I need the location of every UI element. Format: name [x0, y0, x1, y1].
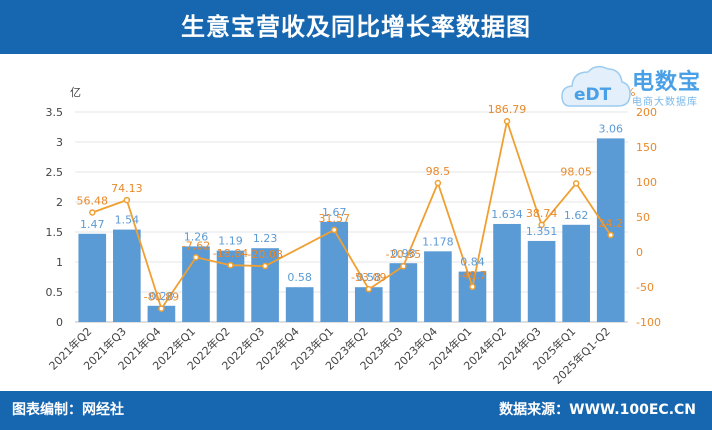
growth-point	[123, 196, 131, 204]
y-left-tick-label: 3	[56, 136, 63, 149]
growth-point	[192, 254, 200, 261]
growth-point	[365, 285, 373, 293]
bar	[354, 287, 383, 322]
growth-point	[400, 262, 407, 270]
combo-chart: 00.511.522.533.5亿-100-50050100150200%1.4…	[46, 86, 661, 387]
footer-source: 数据来源：WWW.100EC.CN	[499, 402, 696, 418]
growth-point	[89, 209, 96, 216]
y-right-tick-label: -100	[636, 316, 661, 329]
line-data-label: 74.13	[111, 182, 143, 195]
bar	[493, 223, 521, 322]
bar-data-label: 3.06	[598, 122, 623, 135]
bar-data-label: 1.47	[80, 218, 105, 231]
bar	[458, 271, 487, 322]
bar-data-label: 1.62	[564, 209, 589, 222]
growth-point	[261, 262, 269, 270]
y-left-tick-label: 0.5	[46, 286, 64, 299]
logo-mark: eDT	[574, 85, 612, 105]
bar-data-label: 1.23	[253, 232, 278, 245]
line-data-label: -20.08	[247, 248, 282, 261]
y-right-tick-label: 200	[636, 106, 657, 119]
y-left-tick-label: 2	[56, 196, 63, 209]
bar	[216, 250, 245, 322]
growth-point	[158, 305, 165, 312]
line-data-label: 186.79	[488, 103, 527, 116]
line-data-label: 98.05	[560, 165, 592, 178]
bar-data-label: 1.178	[422, 235, 454, 248]
y-left-tick-label: 1	[56, 256, 63, 269]
bar	[113, 229, 141, 322]
footer-credit: 图表编制：网经社	[12, 402, 124, 418]
bar	[78, 233, 107, 322]
line-data-label: -53.09	[351, 271, 386, 284]
footer-bar: 图表编制：网经社 数据来源：WWW.100EC.CN	[0, 391, 712, 430]
y-left-tick-label: 0	[56, 316, 63, 329]
page-title: 生意宝营收及同比增长率数据图	[181, 13, 531, 41]
bar-data-label: 1.19	[218, 235, 243, 248]
bar	[320, 221, 349, 322]
y-left-tick-label: 2.5	[46, 166, 64, 179]
line-data-label: -49.7	[458, 269, 486, 282]
bar-data-label: 0.58	[357, 271, 382, 284]
growth-point	[572, 180, 580, 187]
bar-data-label: 0.58	[287, 271, 312, 284]
growth-point	[469, 283, 476, 291]
header-bar: 生意宝营收及同比增长率数据图	[0, 0, 712, 54]
bar	[527, 240, 556, 322]
bar-data-label: 0.28	[149, 290, 174, 303]
bar	[596, 138, 625, 322]
bar	[562, 224, 590, 322]
bar-data-label: 1.26	[184, 230, 209, 243]
line-data-label: 38.74	[526, 207, 558, 220]
bar	[147, 305, 176, 322]
logo-tagline: 电商大数据库	[632, 97, 698, 108]
growth-point	[538, 221, 545, 229]
y-left-tick-label: 1.5	[46, 226, 64, 239]
cloud-logo-icon: eDT	[561, 65, 631, 107]
line-data-label: -18.84	[213, 247, 248, 260]
line-data-label: -20.35	[386, 248, 421, 261]
growth-point	[330, 226, 338, 234]
y-right-tick-label: 0	[636, 246, 643, 259]
y-right-tick-label: 50	[636, 211, 650, 224]
line-data-label: 56.48	[77, 194, 109, 207]
line-data-label: 24.2	[598, 217, 623, 230]
growth-point	[607, 231, 614, 239]
y-right-tick-label: -50	[636, 281, 654, 294]
bar	[424, 251, 452, 322]
logo-name: 电数宝	[632, 70, 702, 95]
bar-data-label: 0.84	[460, 256, 485, 269]
growth-point	[227, 261, 234, 269]
bar-data-label: 1.54	[115, 214, 140, 227]
line-data-label: 98.5	[426, 165, 451, 178]
line-data-label: 31.57	[318, 212, 350, 225]
logo: eDT 电数宝 电商大数据库	[560, 60, 710, 120]
y-right-tick-label: 100	[636, 176, 657, 189]
y-right-tick-label: 150	[636, 141, 657, 154]
line-data-label: -7.62	[182, 239, 210, 252]
growth-point	[434, 179, 442, 187]
y-left-tick-label: 3.5	[46, 106, 64, 119]
line-data-label: -80.89	[144, 291, 179, 304]
bar	[285, 287, 314, 322]
growth-point	[503, 117, 511, 125]
bar-data-label: 0.98	[391, 247, 416, 260]
bar-data-label: 1.67	[322, 206, 347, 219]
y-left-unit: 亿	[70, 86, 81, 99]
bar-data-label: 1.351	[526, 225, 558, 238]
bar-data-label: 1.634	[491, 208, 523, 221]
